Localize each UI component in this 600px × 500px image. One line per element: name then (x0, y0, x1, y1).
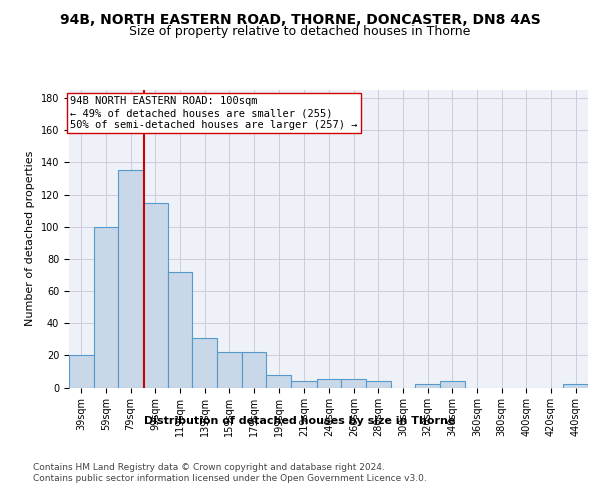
Bar (118, 170, 143, 388)
Bar (217, 352, 242, 388)
Bar (69, 356, 94, 388)
Text: Contains public sector information licensed under the Open Government Licence v3: Contains public sector information licen… (33, 474, 427, 483)
Bar (341, 380, 366, 388)
Text: Contains HM Land Registry data © Crown copyright and database right 2024.: Contains HM Land Registry data © Crown c… (33, 462, 385, 471)
Bar (266, 374, 291, 388)
Bar (167, 272, 192, 388)
Bar (94, 226, 118, 388)
Text: 94B, NORTH EASTERN ROAD, THORNE, DONCASTER, DN8 4AS: 94B, NORTH EASTERN ROAD, THORNE, DONCAST… (59, 12, 541, 26)
Bar (192, 338, 217, 388)
Bar (242, 352, 266, 388)
Bar (291, 381, 317, 388)
Bar (415, 384, 440, 388)
Text: 94B NORTH EASTERN ROAD: 100sqm
← 49% of detached houses are smaller (255)
50% of: 94B NORTH EASTERN ROAD: 100sqm ← 49% of … (70, 96, 358, 130)
Bar (366, 381, 391, 388)
Bar (317, 380, 341, 388)
Y-axis label: Number of detached properties: Number of detached properties (25, 151, 35, 326)
Text: Size of property relative to detached houses in Thorne: Size of property relative to detached ho… (130, 25, 470, 38)
Bar (563, 384, 588, 388)
Bar (440, 381, 465, 388)
Text: Distribution of detached houses by size in Thorne: Distribution of detached houses by size … (145, 416, 455, 426)
Bar (143, 202, 167, 388)
